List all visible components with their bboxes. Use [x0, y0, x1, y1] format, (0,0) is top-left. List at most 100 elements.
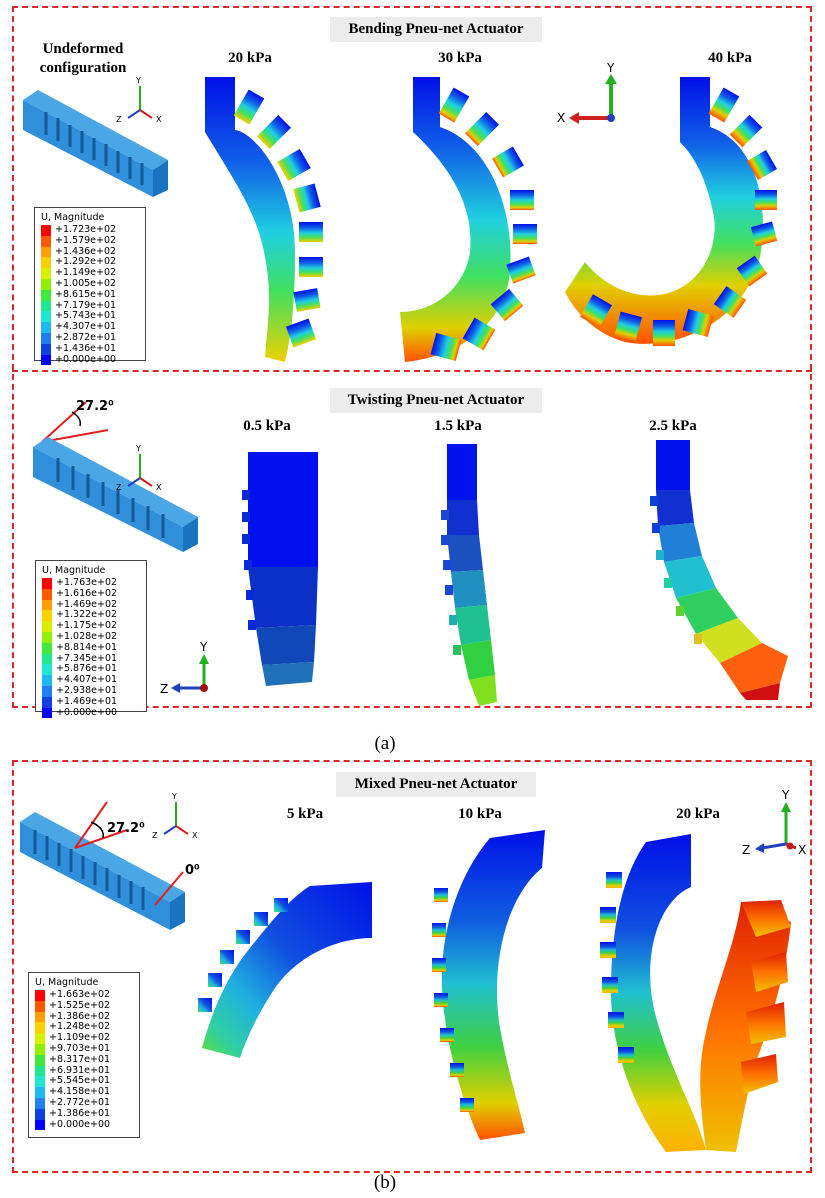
bending-actuator-30kpa — [400, 77, 537, 362]
legend-title: U, Magnitude — [41, 212, 105, 223]
legend-row: +4.407e+01 — [42, 674, 140, 686]
legend-swatch — [41, 343, 51, 355]
legend-value: +1.005e+02 — [55, 277, 117, 289]
mixed-actuator-20kpa — [600, 834, 791, 1152]
legend-row: +8.615e+01 — [41, 289, 139, 301]
legend-value: +2.872e+01 — [55, 331, 117, 343]
legend-title: U, Magnitude — [42, 565, 106, 576]
legend-row: +1.109e+02 — [35, 1032, 133, 1044]
axis-z-label: Z — [160, 682, 168, 696]
legend-value: +0.000e+00 — [49, 1118, 111, 1130]
bending-title: Bending Pneu-net Actuator — [330, 17, 542, 42]
legend-row: +1.386e+01 — [35, 1108, 133, 1120]
legend-row: +1.175e+02 — [42, 620, 140, 632]
caption-b: (b) — [373, 1172, 397, 1193]
legend-row: +1.525e+02 — [35, 999, 133, 1012]
legend-value: +1.149e+02 — [55, 267, 117, 279]
legend-value: +1.028e+02 — [56, 630, 118, 642]
bending-actuator-40kpa — [565, 77, 778, 346]
bending-pressure-3: 40 kPa — [708, 50, 752, 66]
legend-swatch — [41, 354, 51, 366]
mixed-actuator-10kpa — [432, 830, 545, 1140]
panel-a-divider — [12, 370, 812, 372]
twisting-large-triad: Y Z — [160, 640, 209, 696]
caption-a: (a) — [374, 733, 396, 754]
twisting-small-triad: Y Z X — [116, 444, 162, 492]
twisting-title: Twisting Pneu-net Actuator — [330, 388, 542, 413]
legend-value: +1.525e+02 — [49, 999, 111, 1011]
legend-value: +4.158e+01 — [49, 1086, 111, 1098]
legend-row: +5.876e+01 — [42, 664, 140, 676]
legend-row: +6.931e+01 — [35, 1065, 133, 1077]
legend-row: +1.028e+02 — [42, 630, 140, 643]
legend-row: +1.005e+02 — [41, 277, 139, 290]
legend-swatch — [42, 653, 52, 665]
twisting-pressure-3: 2.5 kPa — [649, 418, 697, 434]
legend-row: +2.938e+01 — [42, 684, 140, 697]
axis-x-label: X — [156, 115, 162, 124]
legend-swatch — [42, 621, 52, 632]
legend-value: +1.386e+02 — [49, 1010, 111, 1022]
axis-y-label: Y — [135, 444, 141, 453]
legend-swatch — [35, 1065, 45, 1077]
legend-value: +1.292e+02 — [55, 256, 117, 268]
legend-row: +0.000e+00 — [42, 706, 140, 719]
legend-value: +5.545e+01 — [49, 1075, 111, 1087]
legend-swatch — [41, 278, 51, 290]
axis-x-label: X — [192, 831, 198, 840]
bending-actuator-20kpa — [205, 77, 323, 362]
legend-swatch — [42, 707, 52, 719]
legend-swatch — [42, 610, 52, 622]
axis-x-label: X — [798, 843, 806, 857]
legend-title: U, Magnitude — [35, 977, 99, 988]
twisting-legend: U, Magnitude +1.763e+02 +1.616e+02 +1.469e… — [35, 560, 147, 719]
legend-row: +1.469e+02 — [42, 599, 140, 611]
axis-y-label: Y — [781, 788, 790, 802]
twisting-angle-label: 27.2⁰ — [76, 399, 114, 414]
legend-row: +2.772e+01 — [35, 1097, 133, 1109]
legend-swatch — [42, 675, 52, 686]
mixed-pressure-1: 5 kPa — [286, 806, 324, 822]
legend-value: +2.938e+01 — [56, 684, 118, 696]
legend-value: +1.723e+02 — [55, 224, 117, 235]
legend-row: +1.723e+02 — [41, 224, 139, 236]
legend-row: +1.616e+02 — [42, 587, 140, 600]
legend-value: +1.763e+02 — [56, 577, 118, 588]
legend-value: +1.663e+02 — [49, 989, 111, 1000]
mixed-legend: U, Magnitude +1.663e+02 +1.525e+02 +1.386e… — [28, 972, 140, 1138]
legend-swatch — [35, 990, 45, 1001]
legend-value: +1.579e+02 — [55, 234, 117, 246]
legend-swatch — [41, 257, 51, 269]
panel-b-frame — [12, 760, 812, 1173]
legend-swatch — [35, 1054, 45, 1066]
legend-value: +0.000e+00 — [56, 706, 118, 718]
legend-value: +1.109e+02 — [49, 1032, 111, 1044]
legend-value: +1.175e+02 — [56, 620, 118, 632]
legend-row: +4.307e+01 — [41, 321, 139, 333]
bending-large-triad: Y X — [557, 62, 617, 125]
mixed-pressure-3: 20 kPa — [676, 806, 720, 822]
twisting-pressure-2: 1.5 kPa — [434, 418, 482, 434]
legend-value: +1.322e+02 — [56, 609, 118, 621]
axis-x-label: X — [557, 111, 565, 125]
legend-value: +7.345e+01 — [56, 652, 118, 664]
legend-row: +0.000e+00 — [41, 353, 139, 366]
axis-x-label: X — [156, 483, 162, 492]
legend-value: +1.616e+02 — [56, 587, 118, 599]
mixed-pressure-2: 10 kPa — [458, 806, 502, 822]
legend-swatch — [41, 289, 51, 301]
legend-swatch — [35, 1076, 45, 1088]
panel-a-frame — [12, 6, 812, 708]
legend-row: +1.386e+02 — [35, 1010, 133, 1023]
legend-row: +1.579e+02 — [41, 234, 139, 247]
legend-swatch — [42, 685, 52, 697]
legend-value: +1.248e+02 — [49, 1021, 111, 1033]
axis-z-label: Z — [742, 843, 750, 857]
axis-y-label: Y — [135, 76, 141, 85]
legend-value: +8.317e+01 — [49, 1053, 111, 1065]
legend-row: +5.743e+01 — [41, 311, 139, 323]
axis-y-label: Y — [199, 640, 208, 654]
legend-value: +0.000e+00 — [55, 353, 117, 365]
bending-pressure-1: 20 kPa — [228, 50, 272, 66]
legend-swatch — [42, 696, 52, 708]
